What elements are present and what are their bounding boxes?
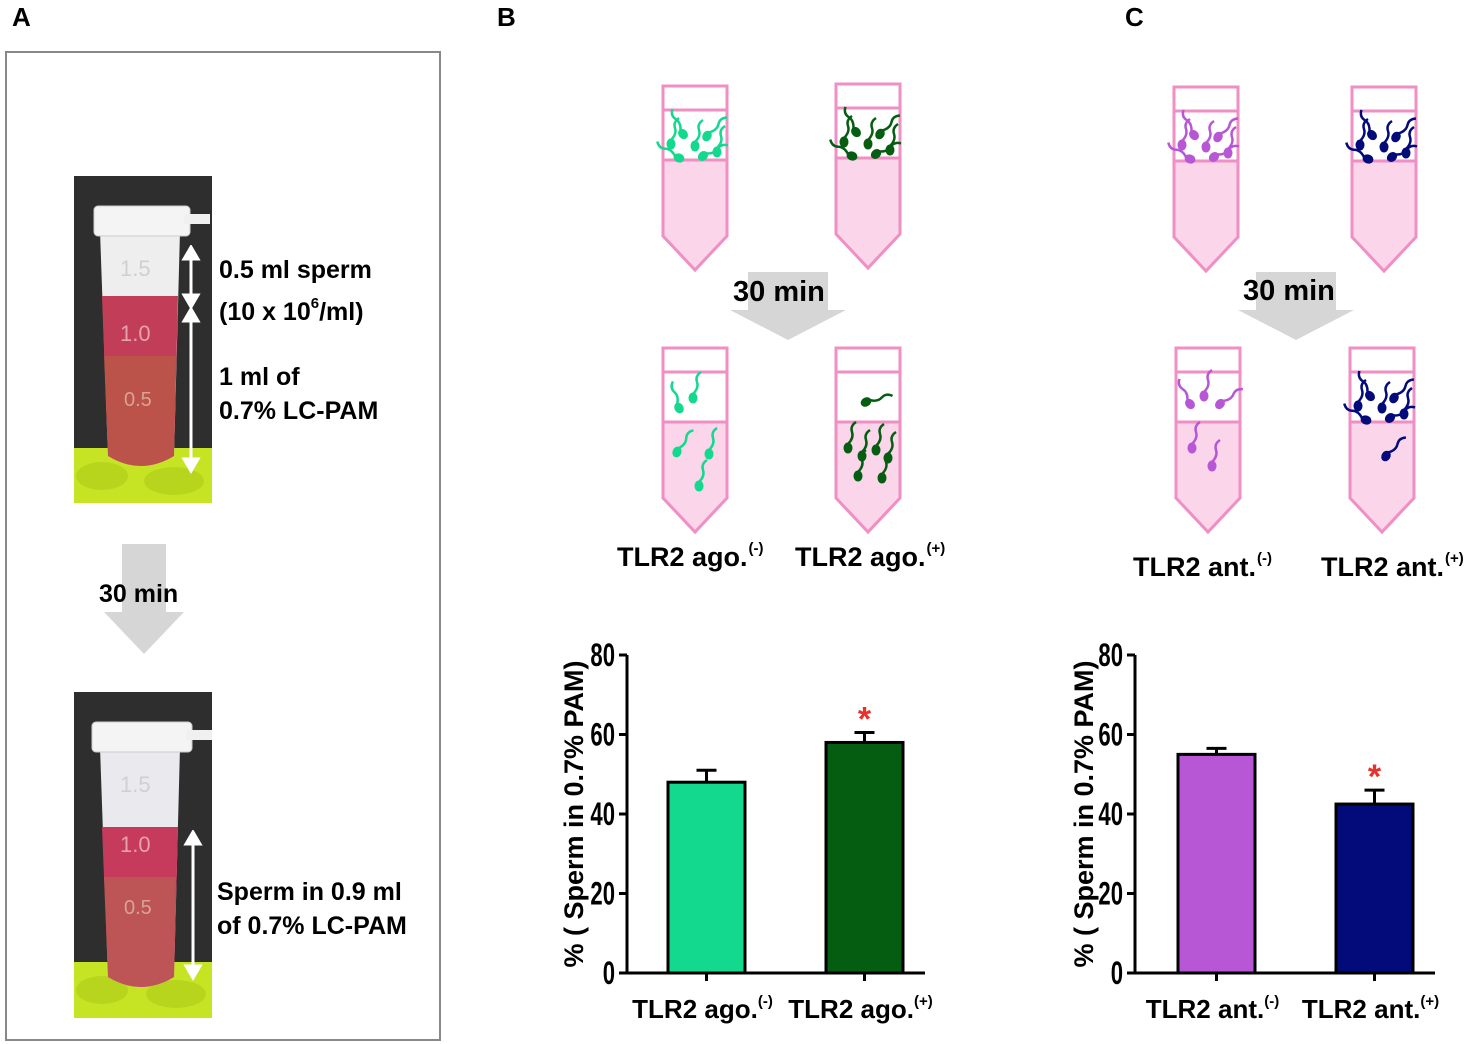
annotation-line-2-a: (10 x 10 — [219, 298, 311, 326]
bar-chart-b: 0 20 40 60 80% ( Sperm in 0.7% PAM) TLR2 ago.… — [559, 637, 933, 1024]
tube-label-b-pos-text: TLR2 ago. — [795, 542, 926, 572]
y-tick-label: 40 — [1098, 796, 1123, 832]
y-tick-label: 0 — [1111, 955, 1123, 991]
bar-chart-c: 0 20 40 60 80% ( Sperm in 0.7% PAM) TLR2 ant.… — [1069, 637, 1439, 1024]
arrow-label-c: 30 min — [1243, 275, 1335, 307]
tube-mark-1-0-after: 1.0 — [120, 832, 151, 857]
significance-asterisk: * — [858, 701, 872, 739]
bar-negative — [666, 780, 747, 975]
arrow-label-a: 30 min — [99, 580, 179, 608]
annotation-line-6: of 0.7% LC-PAM — [217, 912, 407, 940]
tube-c-pos-before — [1342, 85, 1417, 273]
tube-label-c-pos-text: TLR2 ant. — [1321, 552, 1445, 582]
double-arrow-bottom — [183, 830, 203, 981]
panel-a-frame — [5, 51, 441, 1041]
annotation-sperm-volume: 0.5 ml sperm (10 x 106/ml) — [219, 253, 372, 329]
annotation-result: Sperm in 0.9 ml of 0.7% LC-PAM — [217, 875, 407, 943]
tube-label-b-pos-sup: (+) — [926, 540, 946, 557]
y-tick-label: 20 — [590, 876, 615, 912]
y-tick-label: 0 — [603, 955, 615, 991]
panel-label-c: C — [1125, 2, 1144, 32]
x-category-label: TLR2 ago.(+) — [788, 993, 932, 1024]
y-axis-label: % ( Sperm in 0.7% PAM) — [1069, 660, 1099, 967]
y-tick-label: 40 — [590, 796, 615, 832]
annotation-line-2-sup: 6 — [310, 295, 320, 312]
y-axis-label: % ( Sperm in 0.7% PAM) — [559, 660, 589, 967]
arrow-label-b: 30 min — [733, 276, 825, 308]
tube-label-c-pos-sup: (+) — [1445, 550, 1464, 567]
y-tick-label: 80 — [590, 637, 615, 673]
tube-label-c-neg-text: TLR2 ant. — [1133, 552, 1257, 582]
y-tick-label: 60 — [1098, 717, 1123, 753]
bar-positive — [824, 740, 905, 975]
tube-b-pos-after — [834, 346, 902, 534]
panel-label-b: B — [497, 2, 516, 32]
tube-mark-1-5-after: 1.5 — [120, 772, 151, 797]
x-category-sup: (-) — [1264, 993, 1279, 1010]
tube-c-neg-after — [1168, 346, 1245, 534]
bar-positive — [1334, 802, 1415, 975]
tube-diagrams — [0, 82, 1476, 534]
annotation-line-1: 0.5 ml sperm — [219, 256, 372, 284]
annotation-line-2-b: /ml) — [319, 298, 364, 326]
gray-down-arrow-c — [1238, 272, 1354, 340]
tube-c-pos-after — [1340, 346, 1415, 534]
tube-label-c-neg: TLR2 ant.(-) — [1133, 550, 1272, 583]
x-category-label: TLR2 ago.(-) — [632, 993, 773, 1024]
panel-label-a: A — [12, 2, 31, 32]
double-arrows-top — [181, 245, 201, 474]
tube-mark-0-5-after: 0.5 — [124, 897, 152, 919]
annotation-line-4: 0.7% LC-PAM — [219, 397, 379, 425]
x-category-sup: (+) — [1420, 993, 1439, 1010]
x-category-label: TLR2 ant.(+) — [1302, 993, 1439, 1024]
tube-mark-1-0: 1.0 — [120, 321, 151, 346]
y-tick-label: 20 — [1098, 876, 1123, 912]
tube-b-neg-after — [661, 346, 729, 534]
tube-photo-after: 1.5 1.0 0.5 — [74, 692, 212, 1018]
annotation-line-3: 1 ml of — [219, 363, 300, 391]
tube-mark-0-5: 0.5 — [124, 389, 152, 411]
x-category-sup: (+) — [914, 993, 933, 1010]
tube-label-b-neg-text: TLR2 ago. — [617, 542, 748, 572]
tube-label-c-pos: TLR2 ant.(+) — [1321, 550, 1464, 583]
annotation-pam-volume: 1 ml of 0.7% LC-PAM — [219, 360, 378, 428]
gray-down-arrow-a — [104, 544, 184, 654]
y-tick-label: 80 — [1098, 637, 1123, 673]
bar-negative — [1176, 752, 1257, 975]
x-category-sup: (-) — [758, 993, 773, 1010]
significance-asterisk: * — [1368, 758, 1382, 796]
y-tick-label: 60 — [590, 717, 615, 753]
tube-b-neg-before — [653, 84, 728, 272]
tube-label-b-pos: TLR2 ago.(+) — [795, 540, 945, 573]
annotation-line-5: Sperm in 0.9 ml — [217, 878, 402, 906]
tube-label-b-neg: TLR2 ago.(-) — [617, 540, 764, 573]
gray-down-arrow-b — [730, 272, 846, 340]
annotation-line-2: (10 x 106/ml) — [219, 287, 372, 329]
tube-photo-before: 1.5 1.0 0.5 — [74, 176, 212, 503]
tube-b-pos-before — [826, 82, 901, 270]
tube-c-neg-before — [1164, 85, 1239, 273]
tube-label-c-neg-sup: (-) — [1257, 550, 1273, 567]
tube-label-b-neg-sup: (-) — [748, 540, 764, 557]
tube-mark-1-5: 1.5 — [120, 256, 151, 281]
x-category-label: TLR2 ant.(-) — [1146, 993, 1279, 1024]
